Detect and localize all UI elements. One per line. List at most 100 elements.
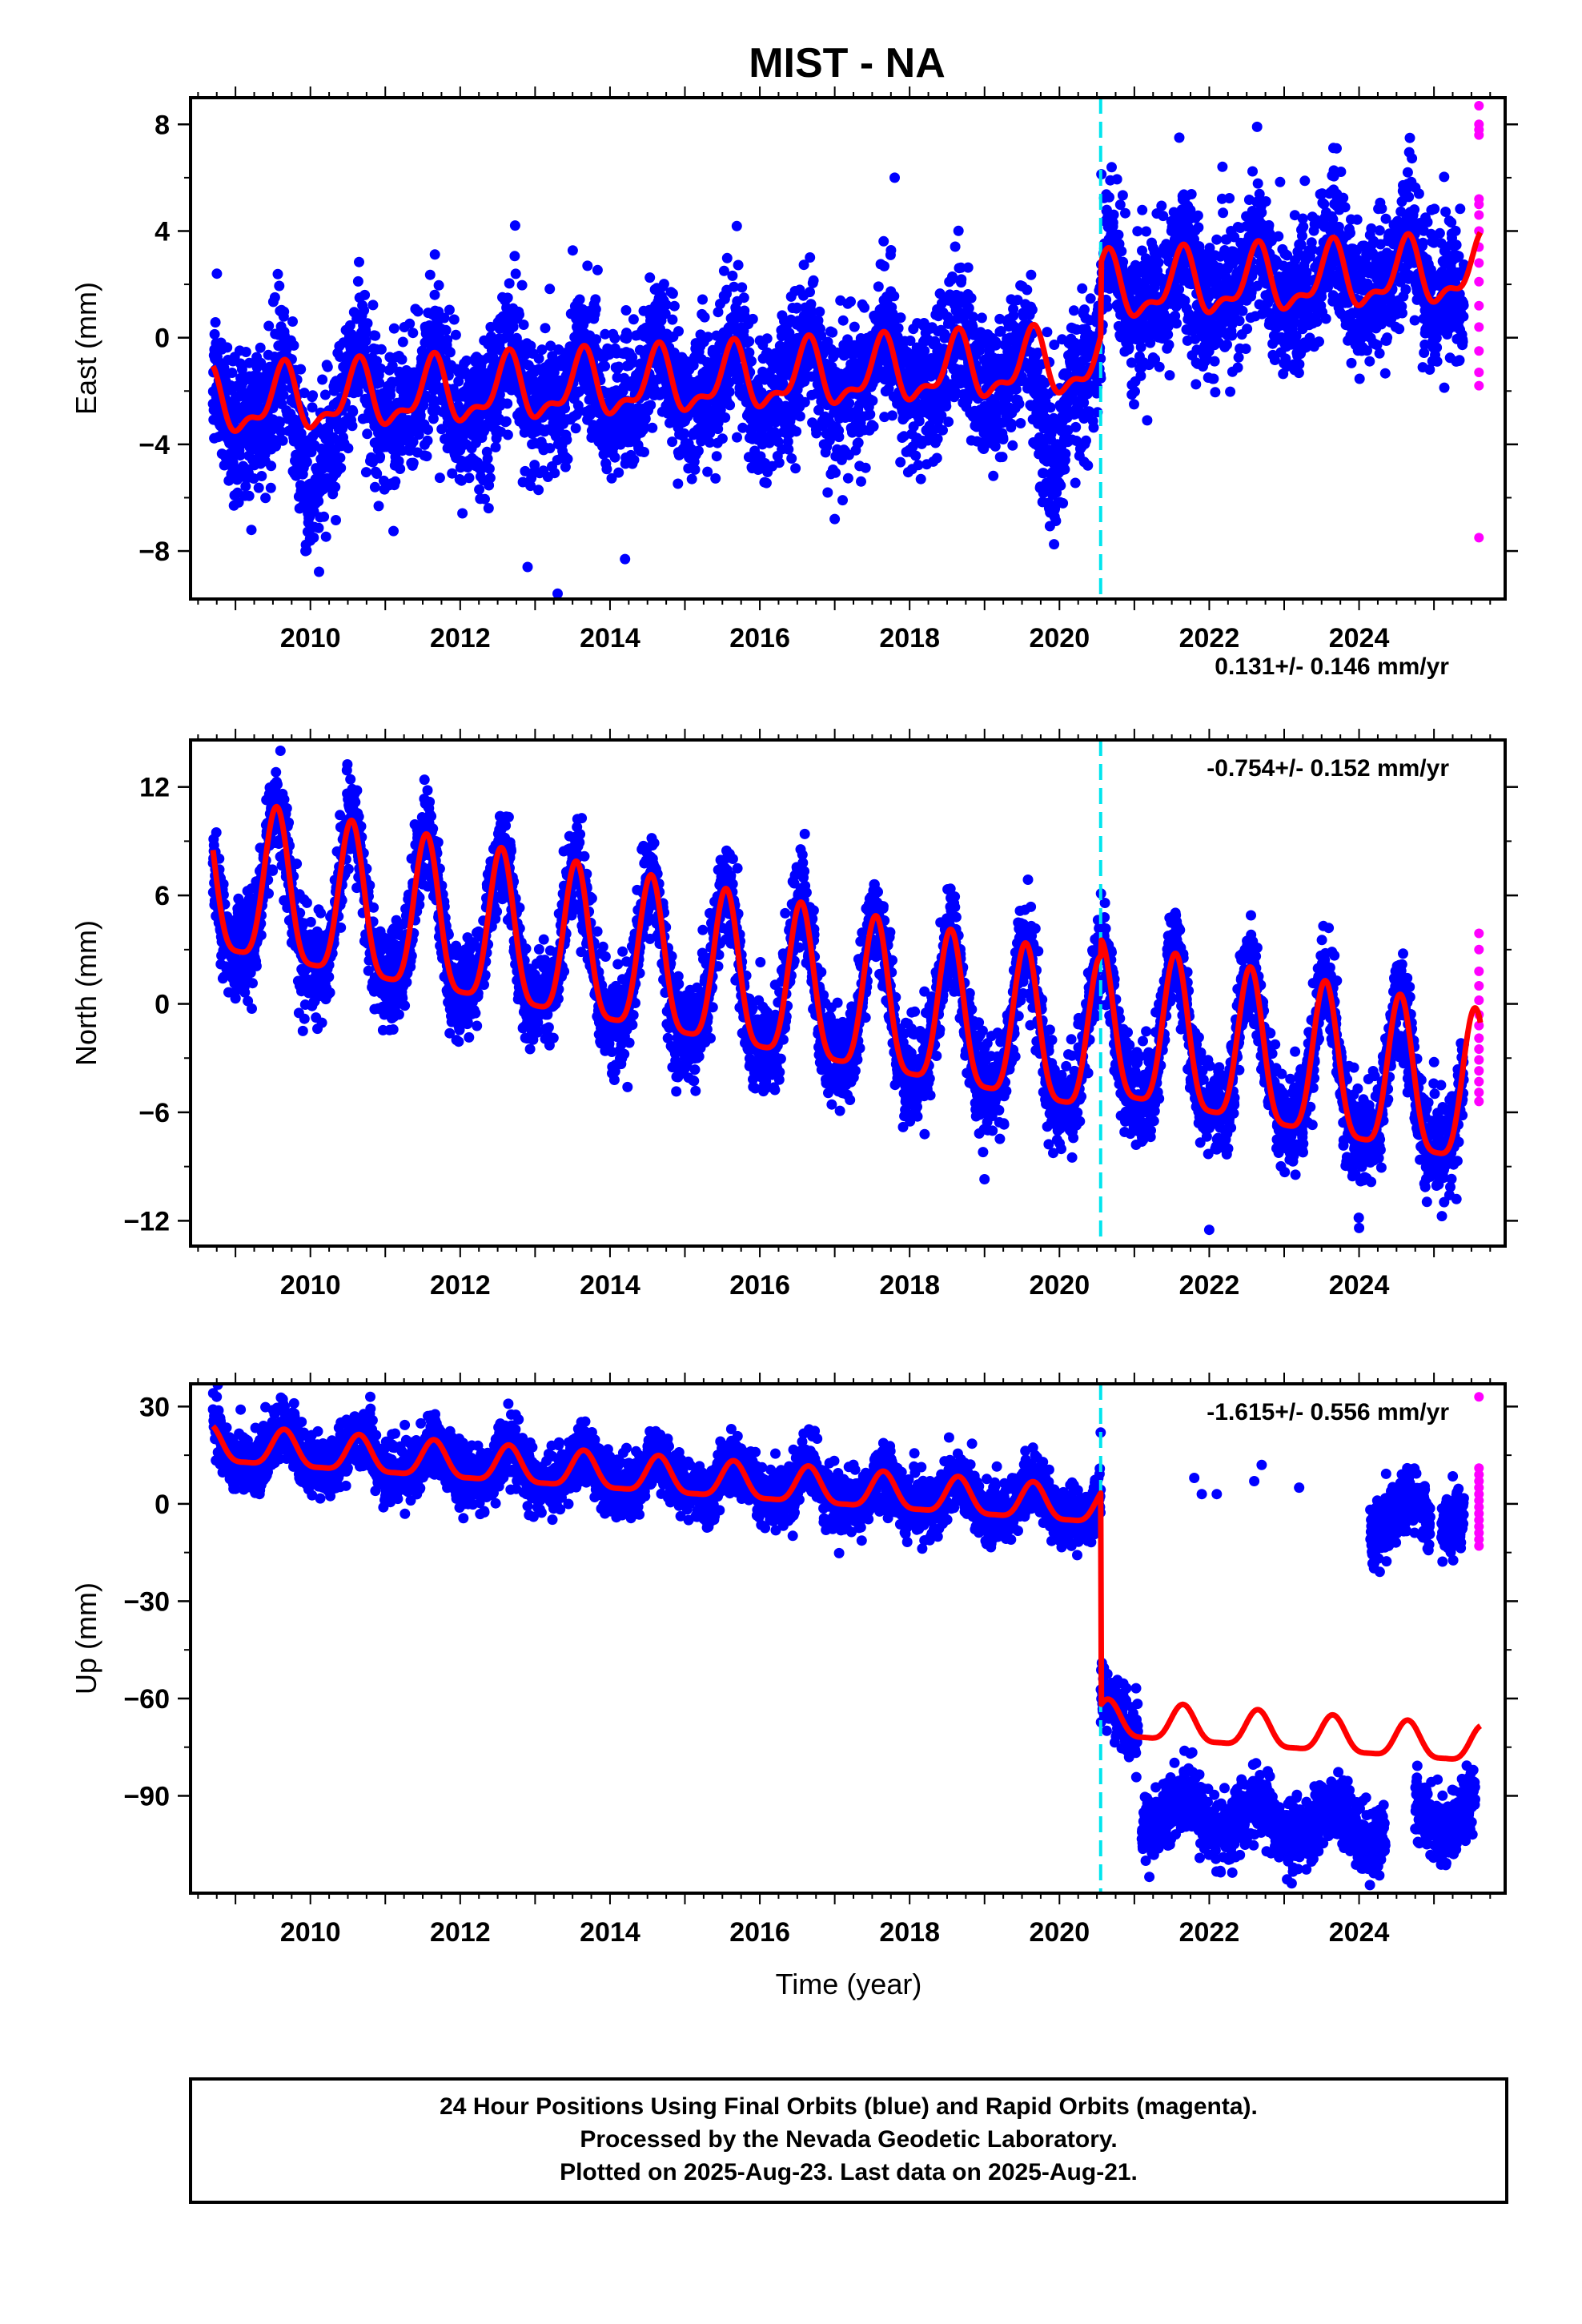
data-point bbox=[1088, 422, 1099, 433]
data-point bbox=[727, 270, 738, 281]
data-point bbox=[429, 249, 440, 260]
data-point bbox=[222, 342, 233, 353]
data-point bbox=[421, 451, 432, 462]
data-point bbox=[428, 413, 439, 424]
data-point bbox=[275, 426, 287, 437]
data-point bbox=[976, 312, 987, 324]
data-point bbox=[1171, 318, 1182, 329]
data-point bbox=[628, 314, 639, 325]
data-point bbox=[287, 316, 298, 327]
data-point bbox=[335, 462, 347, 473]
data-point bbox=[485, 321, 496, 332]
data-point bbox=[549, 468, 560, 479]
data-point bbox=[647, 422, 658, 433]
data-point bbox=[277, 435, 288, 446]
data-point bbox=[480, 493, 490, 505]
data-point bbox=[362, 428, 373, 440]
data-point bbox=[1007, 440, 1018, 451]
data-point bbox=[448, 314, 460, 325]
data-point bbox=[1077, 283, 1088, 294]
data-point bbox=[669, 300, 680, 312]
data-point bbox=[842, 472, 853, 484]
data-point bbox=[628, 454, 640, 465]
data-point bbox=[950, 241, 961, 252]
data-point bbox=[373, 501, 384, 512]
data-point bbox=[1129, 399, 1139, 410]
data-point bbox=[423, 424, 433, 435]
data-point bbox=[1068, 305, 1079, 316]
data-point bbox=[1059, 464, 1070, 475]
data-point bbox=[1240, 344, 1251, 354]
data-point bbox=[369, 481, 380, 493]
data-point bbox=[644, 272, 656, 283]
data-point bbox=[1191, 379, 1202, 390]
data-point bbox=[953, 225, 964, 236]
data-point bbox=[667, 314, 678, 325]
data-point bbox=[317, 374, 328, 385]
data-point bbox=[367, 300, 379, 311]
data-point bbox=[1113, 229, 1124, 240]
figure-title: MIST - NA bbox=[749, 40, 946, 86]
data-point bbox=[738, 292, 749, 304]
data-point bbox=[375, 451, 386, 462]
data-point bbox=[301, 456, 312, 468]
data-point bbox=[1142, 415, 1153, 426]
data-point bbox=[1222, 339, 1232, 350]
data-point bbox=[773, 457, 785, 468]
data-point bbox=[308, 532, 319, 543]
data-point bbox=[307, 402, 318, 413]
data-point bbox=[1106, 162, 1117, 173]
data-point bbox=[429, 289, 440, 300]
data-point bbox=[447, 468, 458, 479]
data-point bbox=[600, 360, 611, 372]
data-point bbox=[732, 432, 742, 443]
data-point bbox=[387, 360, 398, 372]
data-point bbox=[667, 288, 678, 300]
data-point bbox=[347, 420, 358, 432]
data-point bbox=[1260, 196, 1271, 207]
data-point bbox=[1008, 310, 1019, 321]
data-point bbox=[1210, 387, 1221, 398]
data-point bbox=[288, 340, 299, 351]
data-point bbox=[1163, 340, 1174, 351]
data-point bbox=[790, 463, 801, 474]
data-point bbox=[717, 433, 728, 444]
data-point bbox=[256, 471, 267, 481]
data-point bbox=[601, 464, 612, 475]
data-point bbox=[255, 342, 266, 353]
data-point bbox=[693, 445, 704, 456]
data-point bbox=[1208, 373, 1219, 384]
data-point bbox=[360, 467, 371, 478]
data-point bbox=[805, 252, 816, 263]
data-point bbox=[354, 256, 364, 267]
data-point bbox=[508, 321, 519, 332]
data-point bbox=[590, 304, 601, 315]
data-point bbox=[319, 511, 330, 522]
data-point bbox=[344, 320, 355, 331]
data-point bbox=[434, 472, 445, 484]
data-point bbox=[1058, 497, 1069, 509]
data-point bbox=[808, 275, 819, 286]
data-point bbox=[1174, 283, 1185, 295]
data-point bbox=[516, 279, 528, 291]
data-point bbox=[822, 487, 833, 498]
data-point bbox=[509, 220, 520, 231]
data-point bbox=[889, 291, 900, 302]
data-point bbox=[1050, 516, 1062, 526]
data-point bbox=[1111, 174, 1122, 185]
data-point bbox=[570, 423, 581, 434]
data-point bbox=[794, 411, 805, 422]
data-point bbox=[233, 497, 244, 508]
data-point bbox=[335, 452, 346, 464]
data-point bbox=[591, 334, 602, 345]
data-point bbox=[314, 566, 324, 577]
data-point bbox=[1232, 362, 1243, 373]
data-point bbox=[761, 477, 772, 489]
data-point bbox=[408, 328, 419, 339]
data-point bbox=[856, 476, 866, 487]
panel-east: 2010 2012 2014 2016 2018 2020 2022 2024840−4−8E… bbox=[70, 86, 1518, 680]
data-point bbox=[805, 287, 815, 298]
data-point bbox=[590, 294, 601, 305]
data-point bbox=[444, 347, 456, 358]
data-point bbox=[737, 282, 748, 293]
